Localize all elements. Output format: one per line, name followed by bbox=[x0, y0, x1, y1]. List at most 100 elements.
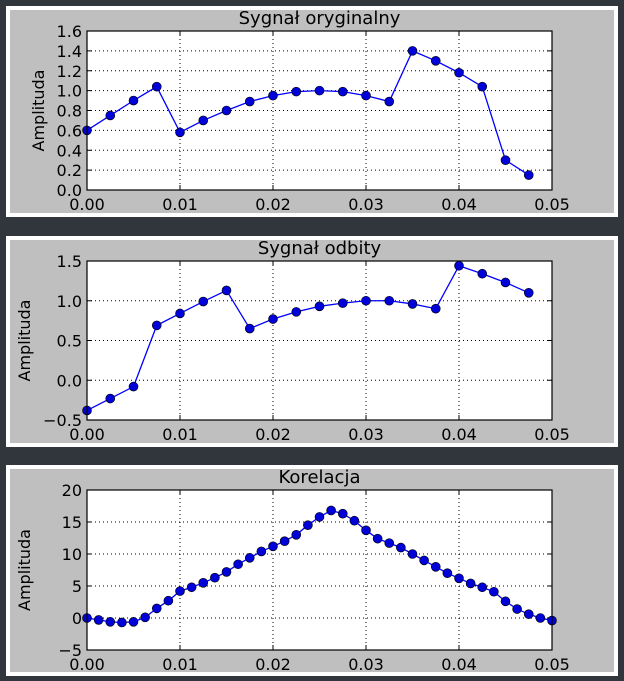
data-point bbox=[512, 604, 522, 614]
data-point bbox=[523, 287, 534, 298]
y-tick-label: 20 bbox=[62, 481, 82, 500]
data-point bbox=[384, 538, 395, 548]
y-tick-label: 0.0 bbox=[57, 371, 82, 390]
y-tick-label: 15 bbox=[62, 513, 82, 532]
data-point bbox=[93, 615, 104, 625]
data-point bbox=[117, 617, 127, 628]
data-point bbox=[175, 308, 185, 319]
data-point bbox=[523, 609, 534, 619]
y-tick-label: 1.6 bbox=[57, 22, 82, 41]
y-tick-label: 10 bbox=[62, 545, 82, 564]
data-point bbox=[430, 303, 441, 314]
data-point bbox=[151, 81, 162, 92]
x-tick-label: 0.02 bbox=[255, 425, 291, 444]
data-point bbox=[326, 505, 336, 516]
x-tick-label: 0.01 bbox=[162, 425, 198, 444]
data-point bbox=[221, 105, 232, 116]
data-point bbox=[105, 110, 116, 121]
data-point bbox=[105, 393, 116, 404]
data-point bbox=[337, 508, 348, 519]
chart-title: Sygnał odbity bbox=[258, 238, 382, 259]
data-point bbox=[523, 170, 534, 180]
x-tick-label: 0.00 bbox=[69, 195, 105, 214]
x-tick-label: 0.03 bbox=[348, 655, 384, 674]
data-point bbox=[163, 595, 174, 606]
y-tick-label: 0.6 bbox=[57, 121, 82, 140]
data-point bbox=[384, 295, 395, 306]
data-point bbox=[198, 296, 209, 307]
y-axis-label: Amplituda bbox=[29, 70, 48, 152]
x-tick-label: 0.05 bbox=[534, 195, 570, 214]
y-tick-label: 0.0 bbox=[57, 181, 82, 200]
data-point bbox=[454, 260, 464, 271]
data-point bbox=[361, 295, 371, 306]
y-tick-label: 0.5 bbox=[57, 332, 82, 351]
data-point bbox=[489, 586, 499, 597]
y-tick-label: 1.0 bbox=[57, 82, 82, 101]
data-point bbox=[186, 582, 197, 593]
x-tick-label: 0.00 bbox=[69, 655, 105, 674]
data-point bbox=[477, 81, 488, 92]
data-point bbox=[337, 86, 348, 97]
data-point bbox=[268, 314, 278, 324]
y-axis-label: Amplituda bbox=[15, 529, 34, 611]
x-tick-label: 0.04 bbox=[441, 425, 477, 444]
data-point bbox=[314, 85, 325, 96]
y-tick-label: 1.4 bbox=[57, 42, 82, 61]
data-point bbox=[175, 127, 185, 138]
data-point bbox=[337, 298, 348, 308]
data-point bbox=[198, 577, 209, 588]
data-point bbox=[198, 115, 209, 126]
y-tick-label: −5 bbox=[58, 641, 82, 660]
data-point bbox=[268, 90, 278, 101]
x-tick-label: 0.02 bbox=[255, 655, 291, 674]
data-point bbox=[430, 56, 441, 66]
x-tick-label: 0.03 bbox=[348, 195, 384, 214]
data-point bbox=[244, 323, 255, 334]
x-tick-label: 0.01 bbox=[162, 195, 198, 214]
data-point bbox=[372, 533, 383, 544]
data-point bbox=[477, 268, 488, 279]
data-point bbox=[291, 86, 302, 97]
chart-3: 0.00 0.01 0.02 0.03 0.04 0.05 −5 0 5 10 15 20 Korela… bbox=[6, 465, 618, 676]
x-tick-label: 0.05 bbox=[534, 655, 570, 674]
data-point bbox=[442, 568, 453, 579]
data-point bbox=[244, 553, 255, 563]
data-point bbox=[361, 525, 371, 536]
x-tick-label: 0.01 bbox=[162, 655, 198, 674]
data-point bbox=[465, 578, 476, 589]
y-tick-label: 5 bbox=[72, 577, 82, 596]
data-point bbox=[500, 277, 511, 288]
y-axis-label: Amplituda bbox=[15, 300, 34, 382]
data-point bbox=[314, 301, 325, 312]
data-point bbox=[314, 512, 325, 522]
chart-title: Korelacja bbox=[279, 467, 361, 488]
data-point bbox=[407, 46, 418, 56]
data-point bbox=[221, 285, 232, 296]
data-point bbox=[291, 307, 302, 317]
data-point bbox=[244, 96, 255, 107]
axes-frame bbox=[86, 489, 553, 651]
x-tick-label: 0.02 bbox=[255, 195, 291, 214]
data-point bbox=[233, 559, 243, 570]
x-tick-label: 0.04 bbox=[441, 195, 477, 214]
data-point bbox=[140, 612, 150, 623]
data-point bbox=[477, 582, 488, 593]
y-tick-label: 0.2 bbox=[57, 161, 82, 180]
data-point bbox=[279, 536, 290, 547]
data-point bbox=[396, 542, 406, 553]
data-point bbox=[407, 549, 418, 559]
data-point bbox=[210, 572, 220, 583]
data-point bbox=[291, 529, 302, 540]
data-point bbox=[151, 320, 162, 331]
y-tick-label: 0.8 bbox=[57, 102, 82, 121]
data-point bbox=[128, 95, 139, 106]
data-point bbox=[221, 567, 232, 577]
x-tick-label: 0.04 bbox=[441, 655, 477, 674]
y-tick-label: −0.5 bbox=[43, 411, 82, 430]
data-point bbox=[128, 381, 139, 392]
y-tick-label: 1.2 bbox=[57, 62, 82, 81]
data-point bbox=[454, 573, 464, 584]
chart-title: Sygnał oryginalny bbox=[239, 8, 401, 29]
